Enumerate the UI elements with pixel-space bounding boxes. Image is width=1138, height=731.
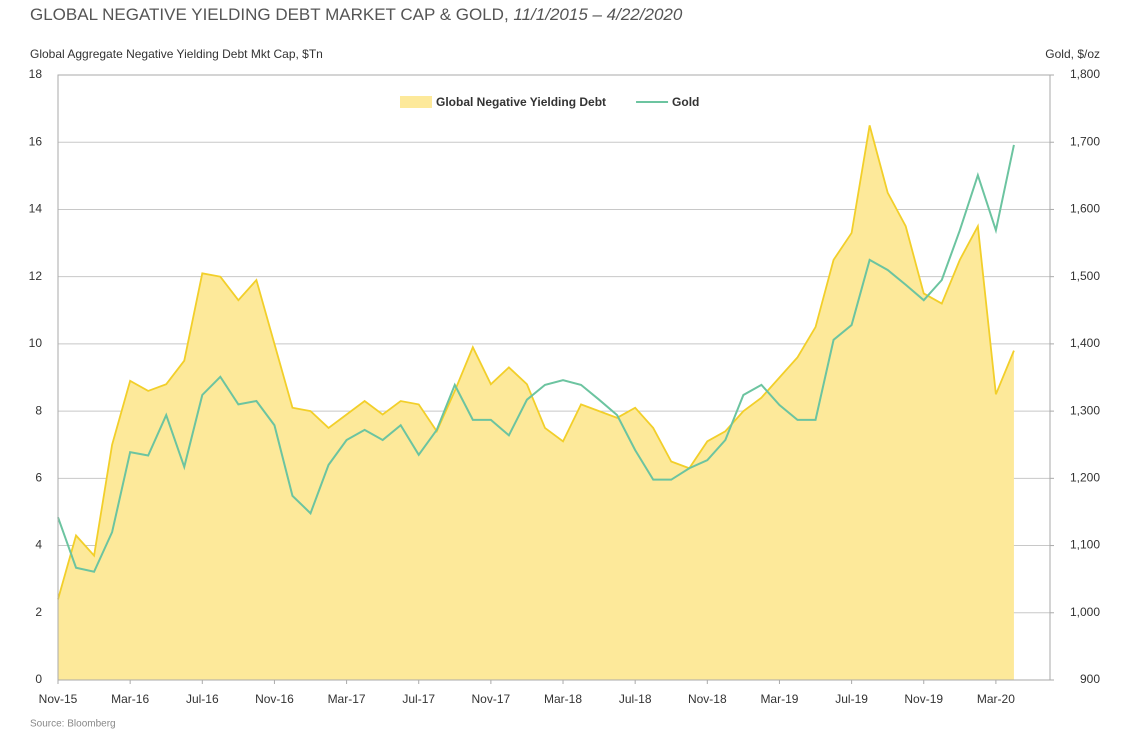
x-tick-label: Nov-17	[472, 692, 511, 706]
y-tick-label: 16	[29, 134, 43, 148]
debt-area	[58, 125, 1014, 680]
x-tick-label: Nov-15	[39, 692, 78, 706]
y2-tick-label: 1,600	[1070, 202, 1100, 216]
y-tick-label: 4	[35, 538, 42, 552]
plot-frame	[57, 74, 1051, 681]
x-tick-label: Mar-20	[977, 692, 1015, 706]
title-dates: 11/1/2015 – 4/22/2020	[513, 5, 682, 24]
y2-tick-label: 1,000	[1070, 605, 1100, 619]
y-tick-label: 10	[29, 336, 43, 350]
x-tick-label: Jul-18	[619, 692, 652, 706]
y-tick-label: 14	[29, 202, 43, 216]
gold-line	[57, 144, 1015, 573]
x-tick-label: Mar-18	[544, 692, 582, 706]
legend-label: Global Negative Yielding Debt	[436, 95, 606, 109]
x-tick-label: Nov-19	[904, 692, 943, 706]
title-main: GLOBAL NEGATIVE YIELDING DEBT MARKET CAP…	[30, 5, 509, 24]
source: Source: Bloomberg	[30, 719, 116, 730]
legend-label: Gold	[672, 95, 699, 109]
legend-swatch	[400, 96, 432, 108]
x-tick-label: Jul-16	[186, 692, 219, 706]
x-tick-label: Nov-16	[255, 692, 294, 706]
y2-tick-label: 1,100	[1070, 538, 1100, 552]
y2-tick-label: 1,400	[1070, 336, 1100, 350]
x-tick-label: Nov-18	[688, 692, 727, 706]
y-tick-label: 6	[35, 471, 42, 485]
y-axis-label: Global Aggregate Negative Yielding Debt …	[30, 47, 323, 61]
x-tick-label: Mar-16	[111, 692, 149, 706]
y2-tick-label: 1,200	[1070, 471, 1100, 485]
x-tick-label: Mar-19	[760, 692, 798, 706]
y-tick-label: 8	[35, 403, 42, 417]
y2-tick-label: 1,500	[1070, 269, 1100, 283]
x-tick-label: Jul-19	[835, 692, 868, 706]
x-tick-label: Mar-17	[328, 692, 366, 706]
y-tick-label: 12	[29, 269, 43, 283]
y2-tick-label: 1,700	[1070, 134, 1100, 148]
chart-title: GLOBAL NEGATIVE YIELDING DEBT MARKET CAP…	[30, 5, 683, 24]
y-tick-label: 0	[35, 672, 42, 686]
debt-line	[57, 125, 1015, 600]
x-tick-label: Jul-17	[402, 692, 435, 706]
y-tick-label: 2	[35, 605, 42, 619]
y2-tick-label: 900	[1080, 672, 1100, 686]
y2-tick-label: 1,300	[1070, 403, 1100, 417]
y-tick-label: 18	[29, 67, 43, 81]
y2-axis-label: Gold, $/oz	[1045, 47, 1100, 61]
y2-tick-label: 1,800	[1070, 67, 1100, 81]
